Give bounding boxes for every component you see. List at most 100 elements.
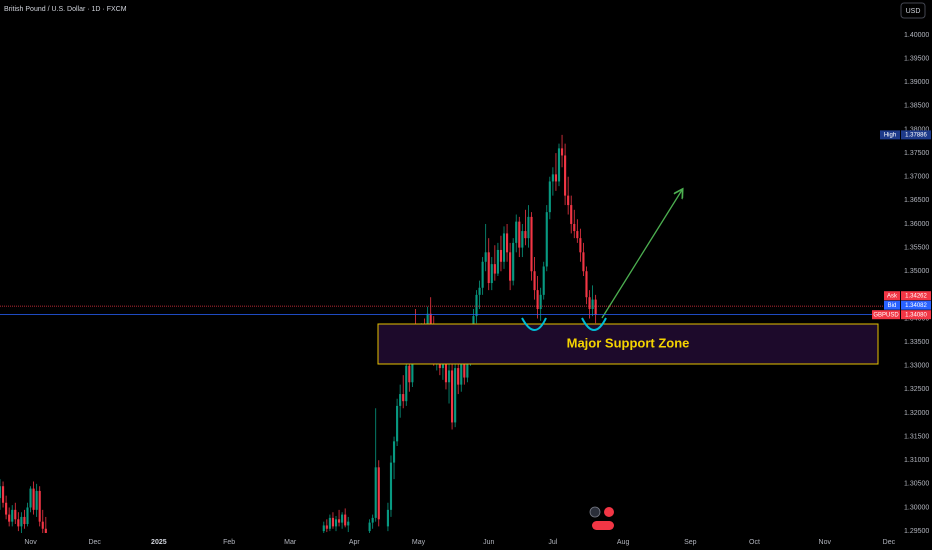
y-tick-label: 1.36500 <box>904 197 929 204</box>
candle-body <box>591 299 594 310</box>
candle-body <box>548 181 551 213</box>
candle-body <box>447 370 451 383</box>
x-tick-label: May <box>412 539 426 546</box>
candle-body <box>539 294 542 310</box>
y-tick-label: 1.33500 <box>904 339 929 346</box>
candle-body <box>454 368 457 423</box>
x-tick-label: Feb <box>223 539 235 546</box>
currency-label[interactable]: USD <box>906 8 921 15</box>
candle-body <box>399 394 402 406</box>
y-tick-label: 1.33000 <box>904 363 929 370</box>
candle-body <box>551 174 554 182</box>
x-tick-label: Dec <box>883 539 896 546</box>
y-tick-label: 1.36000 <box>904 221 929 228</box>
marker-value-box <box>901 310 931 320</box>
y-tick-label: 1.30000 <box>904 504 929 511</box>
candle-body <box>451 370 454 423</box>
candle-body <box>579 238 582 253</box>
marker-name-box <box>872 310 900 320</box>
candle-body <box>545 212 548 267</box>
candle-body <box>1 486 5 503</box>
marker-value: 1.37886 <box>905 132 927 138</box>
candle-body <box>408 365 411 383</box>
candle-body <box>463 361 466 378</box>
support-zone <box>377 323 879 365</box>
plot-area <box>0 134 597 533</box>
candle-body <box>5 502 8 515</box>
candle-body <box>576 231 579 239</box>
marker-name-box <box>884 300 900 310</box>
candle-body <box>392 441 396 463</box>
candle-body <box>328 517 331 529</box>
x-tick-label: Oct <box>749 539 760 546</box>
marker-name-box <box>884 291 900 301</box>
y-tick-label: 1.29500 <box>904 528 929 535</box>
candle-body <box>557 148 561 182</box>
candle-body <box>496 249 499 274</box>
marker-value-box <box>901 300 931 310</box>
candle-body <box>322 525 325 532</box>
candle-body <box>405 365 408 402</box>
y-tick-label: 1.37000 <box>904 174 929 181</box>
candle-body <box>512 242 515 281</box>
candle-body <box>20 516 23 527</box>
candle-body <box>377 467 380 520</box>
candle-body <box>460 361 463 385</box>
y-tick-label: 1.30500 <box>904 481 929 488</box>
candle-body <box>570 205 573 224</box>
candle-body <box>14 509 17 520</box>
y-tick-label: 1.38000 <box>904 126 929 133</box>
event-icon[interactable] <box>604 507 614 517</box>
candle-body <box>478 287 481 295</box>
candle-body <box>331 517 335 527</box>
candle-body <box>444 349 448 383</box>
candle-body <box>560 148 564 156</box>
candle-body <box>554 174 558 182</box>
candle-body <box>518 221 521 248</box>
marker-value-box <box>901 130 931 140</box>
y-tick-label: 1.31500 <box>904 433 929 440</box>
candle-body <box>371 517 374 523</box>
candle-body <box>457 368 460 385</box>
candle-body <box>26 507 29 525</box>
candle-body <box>374 467 377 518</box>
candle-body <box>0 486 2 499</box>
x-tick-label: Apr <box>349 539 361 546</box>
y-tick-label: 1.31000 <box>904 457 929 464</box>
bottom-curve <box>581 317 607 331</box>
candle-body <box>325 525 328 529</box>
x-tick-label: Jun <box>483 539 494 546</box>
zone-label: Major Support Zone <box>567 335 690 350</box>
candle-body <box>341 514 344 523</box>
chart-title: British Pound / U.S. Dollar · 1D · FXCM <box>4 6 127 13</box>
candle-body <box>337 519 341 523</box>
candle-body <box>484 252 487 262</box>
projection-arrow <box>601 190 682 319</box>
candle-body <box>29 488 32 508</box>
candle-body <box>515 221 518 243</box>
candle-body <box>567 195 570 206</box>
candle-body <box>521 231 524 248</box>
x-tick-label: Nov <box>819 539 832 546</box>
x-tick-label: Jul <box>548 539 557 546</box>
y-tick-label: 1.32000 <box>904 410 929 417</box>
candle-body <box>564 155 567 196</box>
candle-body <box>347 521 350 526</box>
y-tick-label: 1.40000 <box>904 32 929 39</box>
candle-body <box>402 394 405 402</box>
event-icon[interactable] <box>589 506 601 518</box>
y-tick-label: 1.39500 <box>904 55 929 62</box>
currency-button[interactable] <box>900 2 926 19</box>
y-tick-label: 1.37500 <box>904 150 929 157</box>
candle-body <box>573 223 576 232</box>
candle-body <box>38 490 41 522</box>
candle-body <box>35 490 38 510</box>
candle-body <box>368 522 371 532</box>
marker-value: 1.34262 <box>905 293 927 299</box>
candle-body <box>23 516 26 525</box>
x-tick-label: Sep <box>684 539 697 546</box>
candle-body <box>32 488 35 510</box>
candle-body <box>533 271 536 291</box>
event-icon[interactable] <box>592 521 614 530</box>
